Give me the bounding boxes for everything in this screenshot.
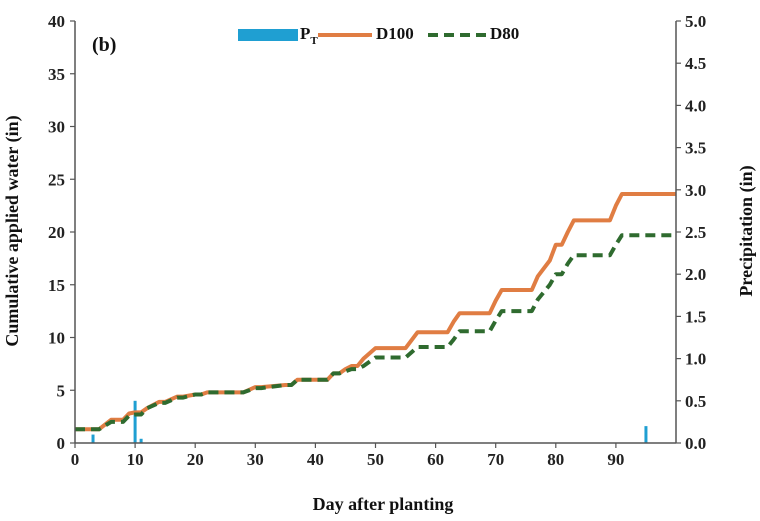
y-tick-label: 30 — [48, 118, 65, 137]
y2-tick-label: 0.5 — [685, 392, 706, 411]
precipitation-bars — [91, 400, 648, 443]
y-tick-label: 10 — [48, 329, 65, 348]
legend-swatch-pt — [238, 29, 298, 41]
legend-label-pt-main: P — [300, 24, 310, 43]
y2-tick-label: 1.5 — [685, 307, 706, 326]
precip-bar — [644, 426, 648, 443]
series-line-d100 — [75, 192, 676, 432]
y2-tick-label: 2.0 — [685, 265, 706, 284]
series-line-d80 — [75, 233, 676, 432]
precip-bar — [91, 434, 95, 443]
y2-tick-label: 4.0 — [685, 96, 706, 115]
y-tick-label: 5 — [57, 381, 66, 400]
x-tick-label: 10 — [127, 450, 144, 469]
y2-tick-label: 3.0 — [685, 181, 706, 200]
y2-ticks: 0.0 0.5 1.0 1.5 2.0 2.5 3.0 3.5 4.0 4.5 5.0 — [676, 12, 706, 453]
y2-tick-label: 4.5 — [685, 54, 706, 73]
y2-tick-label: 5.0 — [685, 12, 706, 31]
y2-tick-label: 1.0 — [685, 350, 706, 369]
series-lines — [75, 192, 676, 432]
y-tick-label: 40 — [48, 12, 65, 31]
x-tick-label: 70 — [487, 450, 504, 469]
legend-label-d80: D80 — [490, 24, 519, 43]
x-tick-label: 20 — [187, 450, 204, 469]
y-tick-label: 25 — [48, 170, 65, 189]
panel-label: (b) — [92, 34, 116, 56]
precip-bar — [133, 400, 137, 443]
x-tick-label: 50 — [367, 450, 384, 469]
axes — [74, 21, 677, 444]
legend-label-pt-sub: T — [310, 35, 318, 47]
y-axis-title: Cumulative applied water (in) — [2, 115, 23, 346]
y-tick-label: 15 — [48, 276, 65, 295]
y2-tick-label: 3.5 — [685, 139, 706, 158]
x-tick-label: 40 — [307, 450, 324, 469]
legend-label-pt: PT — [300, 24, 318, 47]
x-tick-label: 30 — [247, 450, 264, 469]
x-tick-label: 80 — [547, 450, 564, 469]
x-tick-label: 0 — [71, 450, 80, 469]
y2-tick-label: 2.5 — [685, 223, 706, 242]
x-ticks: 0 10 20 30 40 50 60 70 80 90 — [71, 443, 624, 469]
y2-axis-title: Precipitation (in) — [736, 165, 757, 296]
legend-label-d100: D100 — [376, 24, 414, 43]
x-axis-title: Day after planting — [313, 494, 454, 514]
y2-tick-label: 0.0 — [685, 434, 706, 453]
x-tick-label: 60 — [427, 450, 444, 469]
y-tick-label: 0 — [57, 434, 66, 453]
y-tick-label: 35 — [48, 65, 65, 84]
legend: PT D100 D80 — [238, 24, 519, 47]
precip-bar — [139, 438, 143, 443]
y-ticks: 0 5 10 15 20 25 30 35 40 — [48, 12, 75, 453]
x-tick-label: 90 — [607, 450, 624, 469]
y-tick-label: 20 — [48, 223, 65, 242]
